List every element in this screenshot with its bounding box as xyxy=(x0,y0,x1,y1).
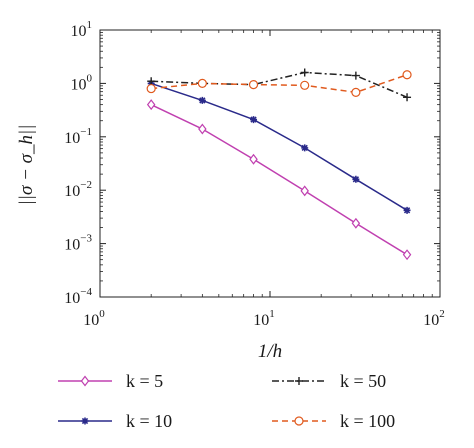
y-tick-base: 10 xyxy=(64,183,80,200)
legend-item: k = 5 xyxy=(58,371,163,391)
data-point xyxy=(250,116,258,124)
y-tick-base: 10 xyxy=(64,237,80,254)
legend-marker xyxy=(294,416,304,426)
legend: k = 5 k = 50 k = 10 k = 100 xyxy=(58,371,395,431)
y-tick-label: 10−2 xyxy=(64,179,92,200)
x-axis-label: 1/h xyxy=(258,341,282,362)
data-point xyxy=(351,71,360,80)
legend-label: k = 100 xyxy=(340,411,395,431)
series-1 xyxy=(147,79,411,214)
x-tick-base: 10 xyxy=(253,312,269,329)
series-3 xyxy=(146,70,412,97)
data-point xyxy=(351,217,361,229)
data-point xyxy=(301,144,309,152)
series-layer xyxy=(146,68,412,261)
data-point xyxy=(300,68,309,77)
y-tick-base: 10 xyxy=(71,23,87,40)
y-tick-exponent: 0 xyxy=(87,72,93,84)
data-point xyxy=(197,78,207,89)
data-point xyxy=(300,80,310,90)
series-line xyxy=(151,74,408,94)
data-point xyxy=(198,123,207,135)
y-tick-base: 10 xyxy=(71,76,87,93)
y-tick-base: 10 xyxy=(64,130,80,147)
x-tick-label: 101 xyxy=(253,308,275,329)
series-line xyxy=(151,71,408,98)
series-line xyxy=(150,82,408,211)
y-tick-label: 101 xyxy=(71,19,93,40)
data-point xyxy=(146,83,156,94)
series-line xyxy=(150,103,408,256)
y-tick-exponent: −1 xyxy=(80,126,92,138)
x-tick-exponent: 2 xyxy=(439,308,445,320)
x-tick-base: 10 xyxy=(423,312,439,329)
y-axis-label: ||σ − σ_h|| xyxy=(16,125,37,206)
x-tick-exponent: 1 xyxy=(269,308,275,320)
x-tick-label: 100 xyxy=(83,308,105,329)
y-tick-base: 10 xyxy=(64,290,80,307)
x-tick-label: 102 xyxy=(423,308,445,329)
data-point xyxy=(249,153,258,165)
legend-marker xyxy=(80,375,90,387)
x-tick-base: 10 xyxy=(83,312,99,329)
data-point xyxy=(352,175,360,183)
legend-label: k = 50 xyxy=(340,371,386,391)
legend-label: k = 5 xyxy=(126,371,163,391)
data-point xyxy=(351,87,361,97)
y-tick-exponent: −2 xyxy=(80,179,92,191)
data-point xyxy=(300,185,309,197)
y-tick-label: 10−1 xyxy=(64,126,92,147)
y-tick-label: 10−4 xyxy=(64,286,92,307)
legend-item: k = 50 xyxy=(272,371,386,391)
x-tick-exponent: 0 xyxy=(99,308,105,320)
legend-marker xyxy=(81,417,89,425)
plot-frame xyxy=(99,29,441,298)
data-point xyxy=(403,206,411,214)
x-axis-ticks: 100 101 102 xyxy=(83,308,445,329)
legend-item: k = 100 xyxy=(272,411,395,431)
legend-label: k = 10 xyxy=(126,411,172,431)
y-tick-exponent: −4 xyxy=(80,286,92,298)
series-0 xyxy=(146,99,412,261)
data-point xyxy=(248,79,259,90)
data-point xyxy=(198,96,206,104)
data-point xyxy=(147,77,156,86)
y-tick-label: 100 xyxy=(71,72,93,93)
data-point xyxy=(146,99,156,111)
y-tick-exponent: 1 xyxy=(87,19,93,31)
legend-marker xyxy=(295,377,303,385)
legend-item: k = 10 xyxy=(58,411,172,431)
data-point xyxy=(402,249,412,261)
axes xyxy=(99,29,441,298)
data-point xyxy=(403,93,412,102)
y-tick-label: 10−3 xyxy=(64,233,92,254)
data-point xyxy=(402,70,412,80)
y-tick-exponent: −3 xyxy=(80,233,92,245)
